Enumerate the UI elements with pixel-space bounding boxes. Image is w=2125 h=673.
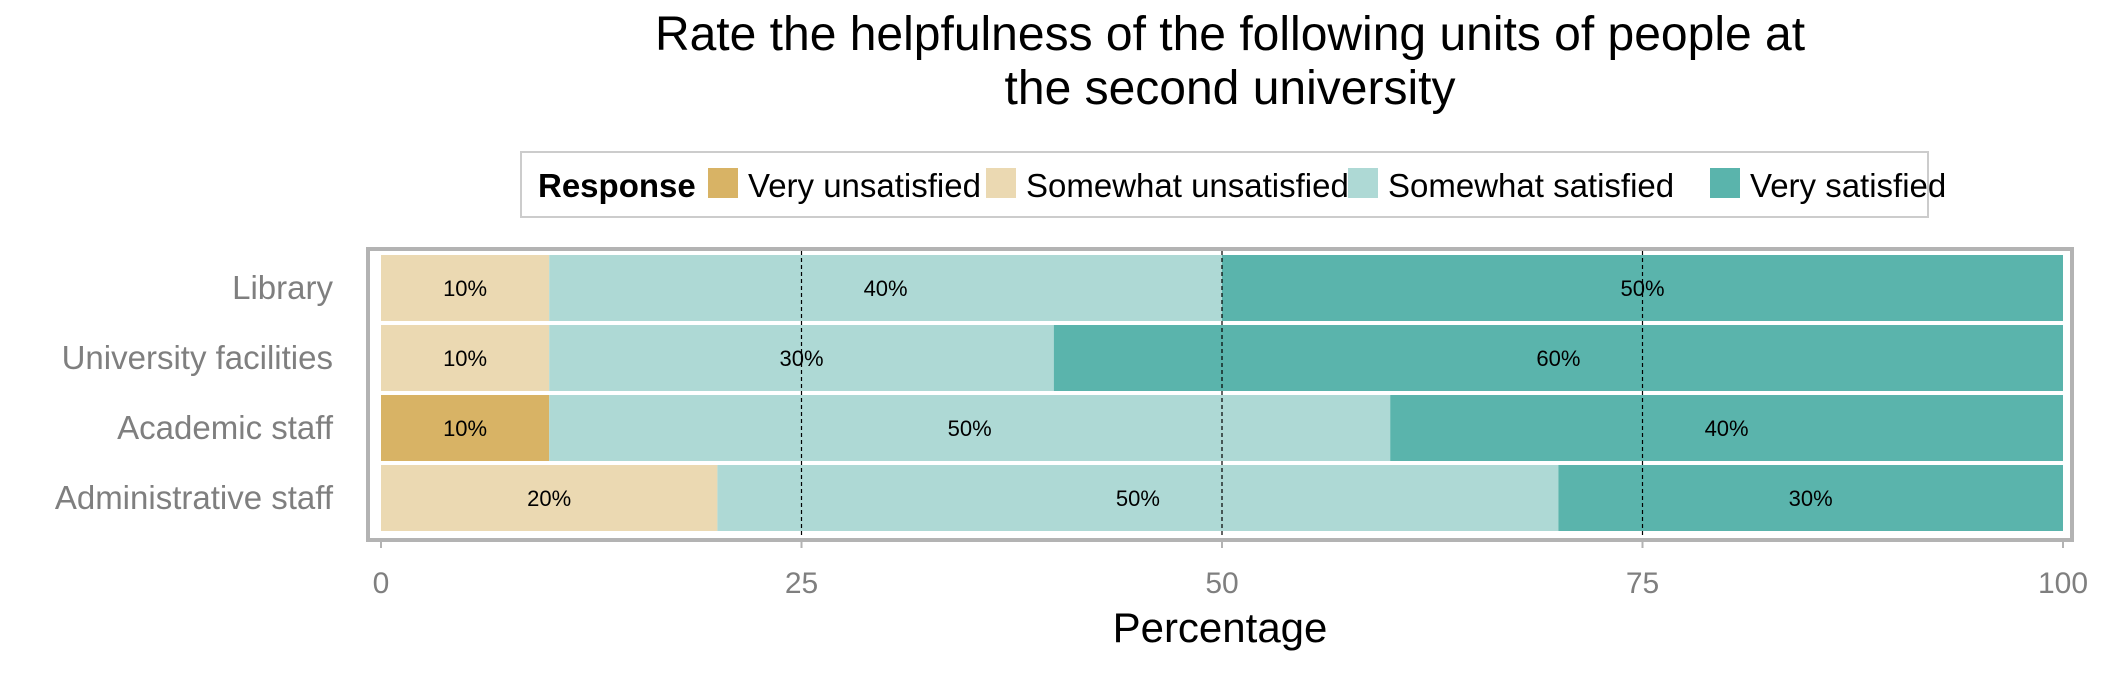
legend-label: Very unsatisfied: [748, 167, 981, 204]
bar-segment: [381, 255, 550, 321]
legend-label: Very satisfied: [1750, 167, 1946, 204]
legend-swatch: [708, 168, 738, 198]
legend-label: Somewhat unsatisfied: [1026, 167, 1349, 204]
x-tick-label: 50: [1205, 567, 1238, 600]
legend-swatch: [986, 168, 1016, 198]
data-label: 10%: [443, 276, 487, 301]
data-label: 50%: [948, 416, 992, 441]
legend: Response Very unsatisfied Somewhat unsati…: [520, 151, 1946, 218]
category-label: Library: [232, 269, 333, 306]
legend-swatch: [1710, 168, 1740, 198]
plot-frame: [366, 247, 2074, 542]
bar-segment: [381, 395, 550, 461]
category-label: Administrative staff: [55, 479, 334, 516]
x-tick-label: 0: [373, 567, 390, 600]
data-label: 10%: [443, 346, 487, 371]
data-label: 60%: [1536, 346, 1580, 371]
legend-label: Somewhat satisfied: [1388, 167, 1674, 204]
category-label: Academic staff: [117, 409, 334, 446]
data-label: 10%: [443, 416, 487, 441]
chart-title-line-2: the second university: [1005, 62, 1456, 115]
legend-box: [520, 151, 1929, 218]
bar-segment: [1390, 395, 2063, 461]
bar-segment: [381, 325, 550, 391]
data-label: 20%: [527, 486, 571, 511]
bar-segment: [381, 465, 718, 531]
bar-segment: [549, 255, 1222, 321]
data-label: 50%: [1116, 486, 1160, 511]
legend-title: Response: [538, 167, 696, 204]
bar-segment: [717, 465, 1559, 531]
legend-swatch: [1348, 168, 1378, 198]
chart-title-line-1: Rate the helpfulness of the following un…: [655, 8, 1805, 61]
x-tick-label: 25: [785, 567, 818, 600]
bar-segment: [549, 395, 1391, 461]
data-label: 40%: [1705, 416, 1749, 441]
data-label: 50%: [1620, 276, 1664, 301]
x-axis-title: Percentage: [1113, 604, 1328, 651]
x-tick-label: 100: [2038, 567, 2088, 600]
data-label: 40%: [864, 276, 908, 301]
x-tick-label: 75: [1626, 567, 1659, 600]
category-label: University facilities: [62, 339, 333, 376]
data-label: 30%: [779, 346, 823, 371]
data-label: 30%: [1789, 486, 1833, 511]
